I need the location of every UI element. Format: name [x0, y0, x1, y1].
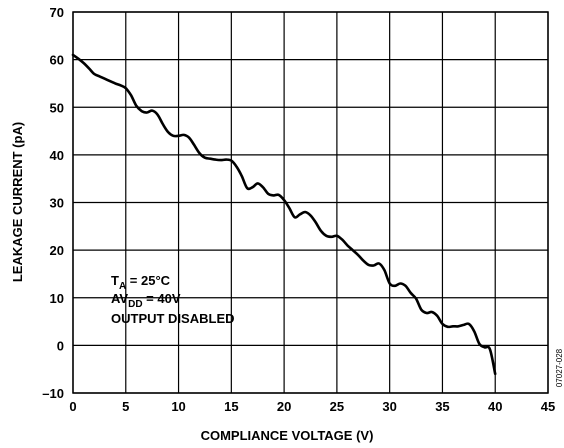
- x-tick-label: 40: [488, 399, 502, 414]
- y-tick-label: 40: [50, 148, 64, 163]
- y-tick-label: 0: [57, 338, 64, 353]
- series-line: [71, 53, 497, 376]
- x-tick-label: 20: [277, 399, 291, 414]
- figure-id: 07027-028: [555, 348, 564, 387]
- x-tick-label: 45: [541, 399, 555, 414]
- y-tick-labels: 70 60 50 40 30 20 10 0 –10: [42, 5, 64, 401]
- x-tick-label: 5: [122, 399, 129, 414]
- plot-frame: [72, 11, 549, 394]
- x-tick-label: 0: [69, 399, 76, 414]
- conditions-annotation: TA = 25°C AVDD = 40V OUTPUT DISABLED: [111, 273, 235, 326]
- y-tick-label: 10: [50, 291, 64, 306]
- x-tick-label: 25: [330, 399, 344, 414]
- annotation-line-temperature: TA = 25°C: [111, 273, 171, 292]
- annotation-line-output: OUTPUT DISABLED: [111, 311, 235, 326]
- y-tick-label: 50: [50, 100, 64, 115]
- y-tick-label: 70: [50, 5, 64, 20]
- x-tick-label: 15: [224, 399, 238, 414]
- x-tick-label: 10: [171, 399, 185, 414]
- y-axis-label: LEAKAGE CURRENT (pA): [10, 122, 25, 282]
- annotation-line-supply: AVDD = 40V: [111, 291, 181, 310]
- y-tick-label: 60: [50, 53, 64, 68]
- x-tick-label: 35: [435, 399, 449, 414]
- y-tick-label: 20: [50, 243, 64, 258]
- y-tick-label: 30: [50, 196, 64, 211]
- x-tick-label: 30: [382, 399, 396, 414]
- y-tick-label: –10: [42, 386, 64, 401]
- x-axis-label: COMPLIANCE VOLTAGE (V): [201, 428, 374, 443]
- x-tick-labels: 0 5 10 15 20 25 30 35 40 45: [69, 399, 555, 414]
